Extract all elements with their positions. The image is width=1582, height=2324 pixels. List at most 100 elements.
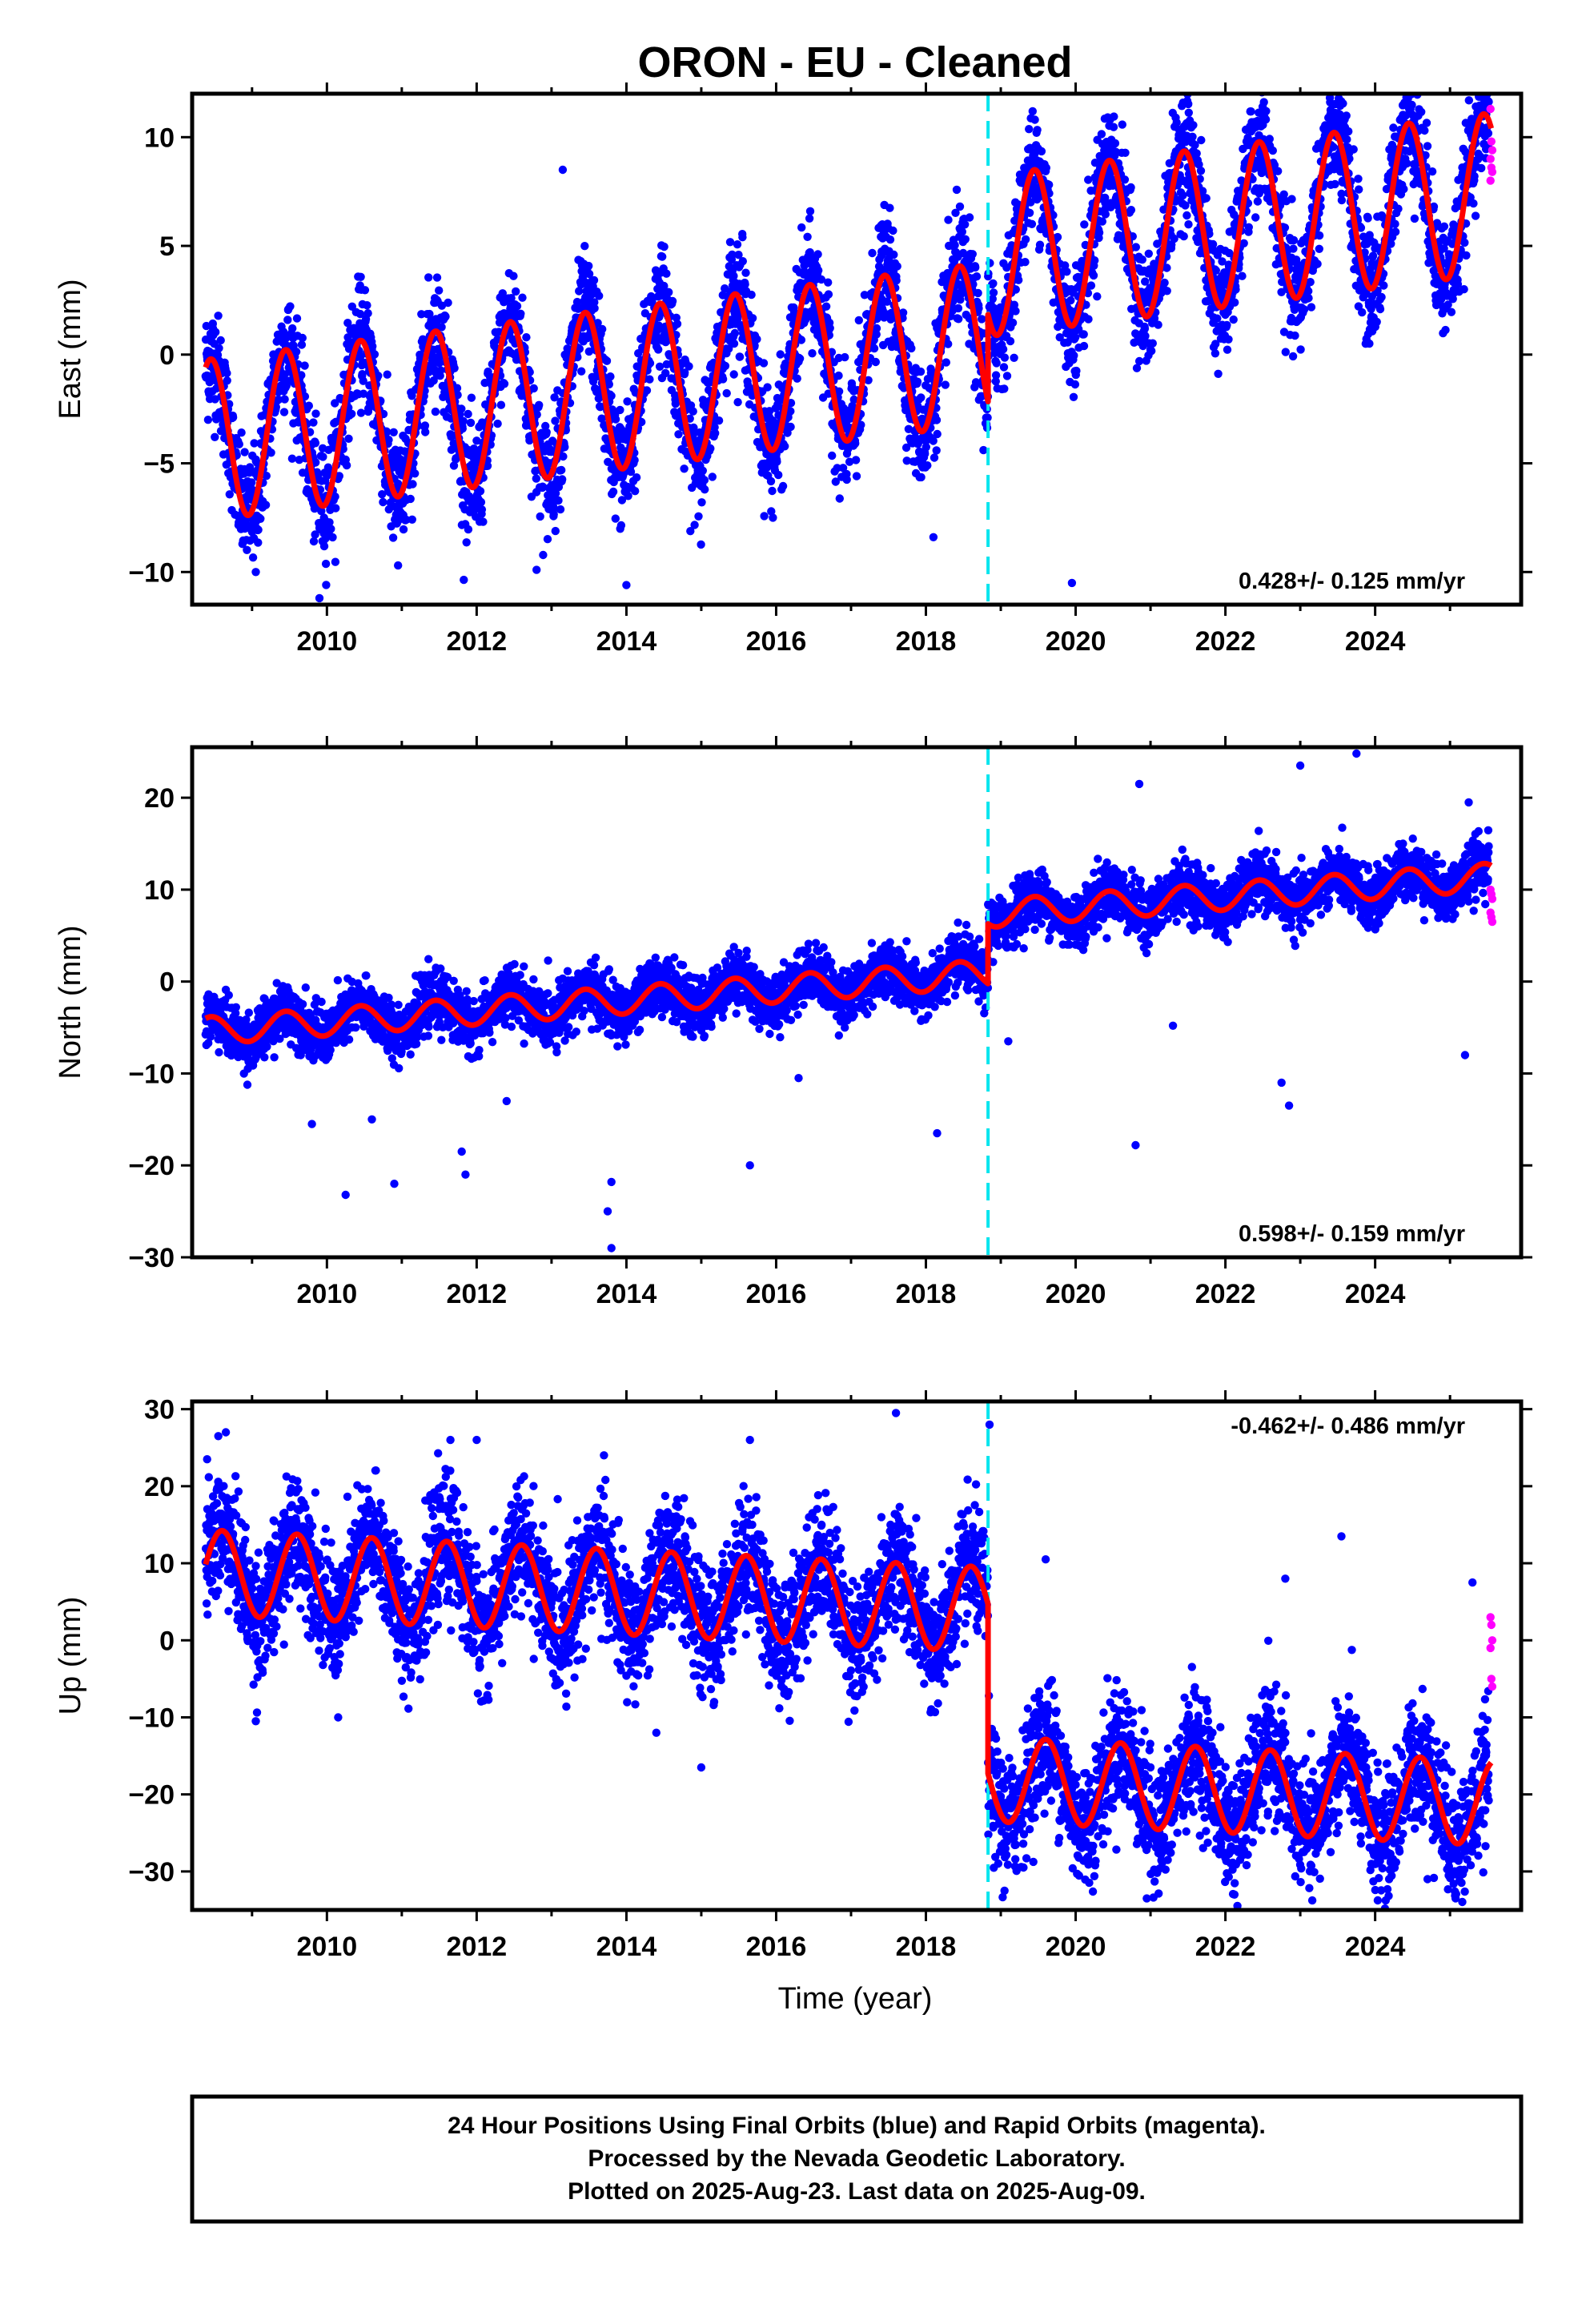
east-data-point bbox=[1035, 240, 1045, 249]
east-data-point bbox=[356, 272, 365, 281]
east-data-point bbox=[538, 482, 547, 491]
east-data-point bbox=[852, 472, 861, 480]
east-data-point bbox=[869, 344, 879, 353]
east-data-point bbox=[1140, 324, 1150, 333]
east-data-point bbox=[748, 314, 757, 323]
east-data-point bbox=[464, 525, 473, 534]
east-data-point bbox=[536, 512, 544, 521]
east-data-point bbox=[248, 553, 258, 562]
east-data-point bbox=[632, 473, 641, 482]
east-data-point bbox=[834, 387, 844, 396]
east-data-point bbox=[575, 344, 584, 353]
east-data-point bbox=[1071, 333, 1080, 342]
east-data-point bbox=[449, 461, 459, 470]
east-data-point bbox=[872, 330, 881, 339]
east-data-point bbox=[325, 518, 334, 527]
east-data-point bbox=[680, 464, 689, 473]
east-data-point bbox=[283, 316, 292, 324]
east-data-point bbox=[1289, 235, 1299, 245]
east-data-point bbox=[1196, 167, 1206, 175]
east-data-point bbox=[271, 403, 280, 412]
east-data-point bbox=[626, 467, 636, 476]
east-data-point bbox=[665, 287, 673, 297]
east-data-point bbox=[1223, 345, 1232, 354]
east-data-point bbox=[331, 399, 339, 408]
east-data-point bbox=[467, 393, 476, 402]
east-data-point bbox=[1365, 339, 1374, 348]
east-data-point bbox=[243, 545, 251, 554]
east-data-point bbox=[711, 428, 720, 438]
east-data-point bbox=[216, 336, 225, 345]
east-data-point bbox=[557, 465, 566, 475]
east-data-point bbox=[1037, 147, 1046, 156]
east-data-point bbox=[262, 472, 271, 480]
east-data-point bbox=[279, 408, 289, 416]
east-data-point bbox=[668, 296, 677, 306]
east-data-point bbox=[1144, 249, 1154, 258]
east-data-point bbox=[734, 251, 743, 259]
east-data-point bbox=[1420, 126, 1429, 135]
east-data-point bbox=[1178, 191, 1187, 200]
east-data-point bbox=[493, 419, 502, 428]
east-data-point bbox=[444, 298, 452, 308]
east-data-point bbox=[1253, 197, 1263, 206]
east-data-point bbox=[1021, 235, 1030, 244]
east-data-point bbox=[872, 324, 881, 333]
east-data-point bbox=[1355, 185, 1363, 194]
east-data-point bbox=[932, 416, 942, 424]
east-data-point bbox=[730, 328, 740, 338]
east-data-point bbox=[1422, 119, 1431, 127]
east-data-point bbox=[803, 232, 812, 241]
east-data-point bbox=[328, 533, 337, 542]
east-data-point bbox=[1399, 184, 1408, 194]
east-data-point bbox=[462, 538, 471, 547]
east-data-point bbox=[901, 443, 911, 452]
east-data-point bbox=[500, 380, 509, 388]
east-data-point bbox=[311, 530, 319, 539]
east-data-point bbox=[602, 356, 612, 365]
east-data-point bbox=[464, 409, 472, 419]
east-data-point bbox=[845, 457, 854, 466]
east-data-point bbox=[885, 203, 894, 212]
east-data-point bbox=[1131, 243, 1141, 251]
east-data-point bbox=[889, 250, 898, 259]
east-data-point bbox=[1011, 285, 1021, 294]
east-data-point bbox=[1213, 314, 1222, 323]
east-data-point bbox=[425, 309, 434, 319]
east-data-point bbox=[1229, 315, 1238, 324]
east-data-point bbox=[623, 397, 632, 406]
east-data-point bbox=[1030, 115, 1039, 124]
east-data-point bbox=[854, 316, 864, 325]
east-data-point bbox=[319, 452, 327, 461]
east-data-point bbox=[954, 315, 963, 324]
east-data-point bbox=[1343, 135, 1351, 144]
east-data-point bbox=[297, 371, 306, 380]
east-data-point bbox=[1093, 292, 1102, 301]
east-data-point bbox=[466, 418, 476, 428]
east-data-point bbox=[828, 451, 837, 460]
east-data-point bbox=[535, 400, 544, 409]
east-data-point bbox=[598, 324, 607, 334]
east-data-point bbox=[944, 340, 953, 348]
east-data-point bbox=[1021, 258, 1030, 267]
east-data-point bbox=[1296, 345, 1305, 354]
east-data-point bbox=[378, 490, 387, 499]
east-data-point bbox=[254, 538, 263, 547]
east-data-point bbox=[956, 296, 965, 304]
east-data-point bbox=[420, 421, 430, 430]
east-data-point bbox=[1307, 303, 1316, 312]
east-data-point bbox=[778, 481, 788, 491]
east-data-point bbox=[256, 514, 265, 523]
east-data-point bbox=[327, 525, 335, 533]
east-data-point bbox=[477, 505, 487, 514]
east-data-point bbox=[1002, 372, 1012, 380]
east-data-point bbox=[661, 368, 670, 378]
east-data-point bbox=[942, 358, 951, 367]
east-data-point bbox=[1224, 335, 1233, 344]
east-data-point bbox=[608, 487, 618, 497]
east-data-point bbox=[813, 250, 822, 259]
east-data-point bbox=[1389, 123, 1398, 132]
east-data-point bbox=[932, 446, 941, 455]
east-data-point bbox=[1079, 341, 1089, 351]
